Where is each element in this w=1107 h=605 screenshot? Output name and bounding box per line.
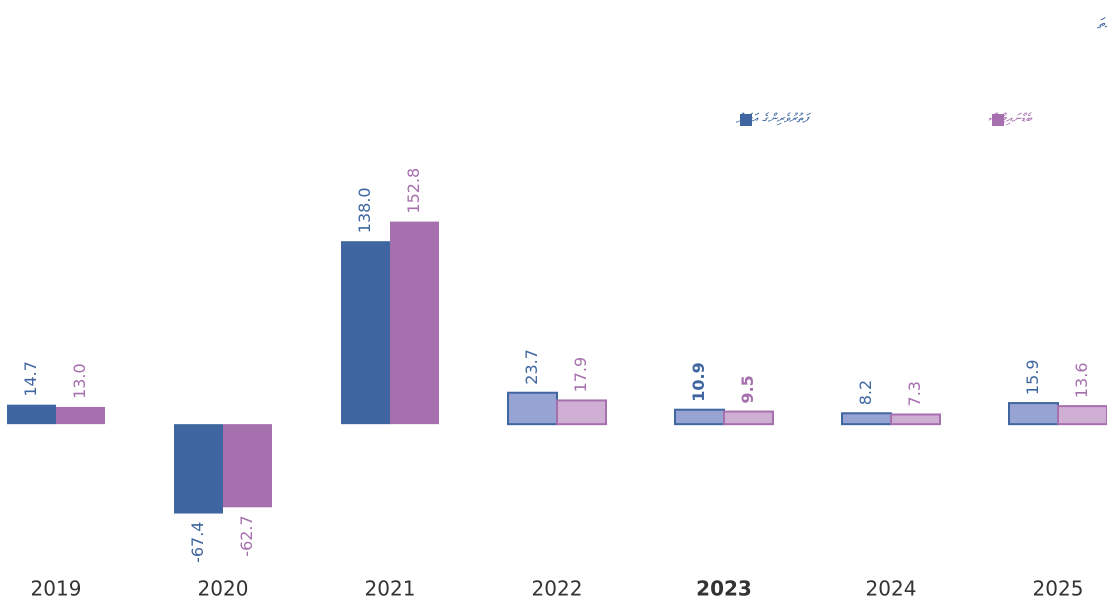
value-label: 10.9 bbox=[689, 362, 708, 401]
x-tick-label: 2023 bbox=[696, 577, 752, 601]
value-label: 13.0 bbox=[70, 363, 89, 399]
bar bbox=[507, 391, 558, 426]
x-tick-label: 2021 bbox=[365, 577, 416, 601]
x-tick-label: 2020 bbox=[198, 577, 249, 601]
x-tick-label: 2024 bbox=[866, 577, 917, 601]
x-tick-label: 2022 bbox=[532, 577, 583, 601]
bar bbox=[223, 424, 272, 508]
chart-title: އިންސައްތަ bbox=[1097, 15, 1107, 33]
bar bbox=[723, 410, 774, 426]
value-label: 23.7 bbox=[522, 349, 541, 385]
x-tick-label: 2025 bbox=[1033, 577, 1084, 601]
value-label: 14.7 bbox=[21, 361, 40, 397]
bar bbox=[841, 412, 892, 426]
legend-swatch bbox=[740, 114, 752, 126]
bar bbox=[556, 399, 607, 426]
bar bbox=[56, 406, 105, 425]
bar bbox=[674, 408, 725, 426]
bar bbox=[341, 241, 390, 425]
legend-label: ފަތުރުވެރިންގެ އަދަދު bbox=[735, 112, 812, 127]
value-label: 15.9 bbox=[1023, 359, 1042, 395]
value-label: 17.9 bbox=[571, 357, 590, 393]
bar bbox=[1057, 405, 1107, 426]
value-label: 7.3 bbox=[905, 381, 924, 406]
value-label: 8.2 bbox=[856, 380, 875, 405]
value-label: -62.7 bbox=[237, 515, 256, 556]
legend-swatch bbox=[992, 114, 1004, 126]
bar bbox=[390, 221, 439, 425]
legend-label: ބެޑްނައިޓްސް bbox=[988, 112, 1033, 127]
bar bbox=[174, 424, 223, 514]
value-label: 9.5 bbox=[738, 375, 757, 403]
bar bbox=[890, 413, 941, 426]
value-label: 138.0 bbox=[355, 187, 374, 233]
value-label: 152.8 bbox=[404, 168, 423, 214]
x-tick-label: 2019 bbox=[31, 577, 82, 601]
bar bbox=[7, 404, 56, 425]
value-label: 13.6 bbox=[1072, 363, 1091, 399]
bar bbox=[1008, 402, 1059, 426]
value-label: -67.4 bbox=[188, 522, 207, 563]
